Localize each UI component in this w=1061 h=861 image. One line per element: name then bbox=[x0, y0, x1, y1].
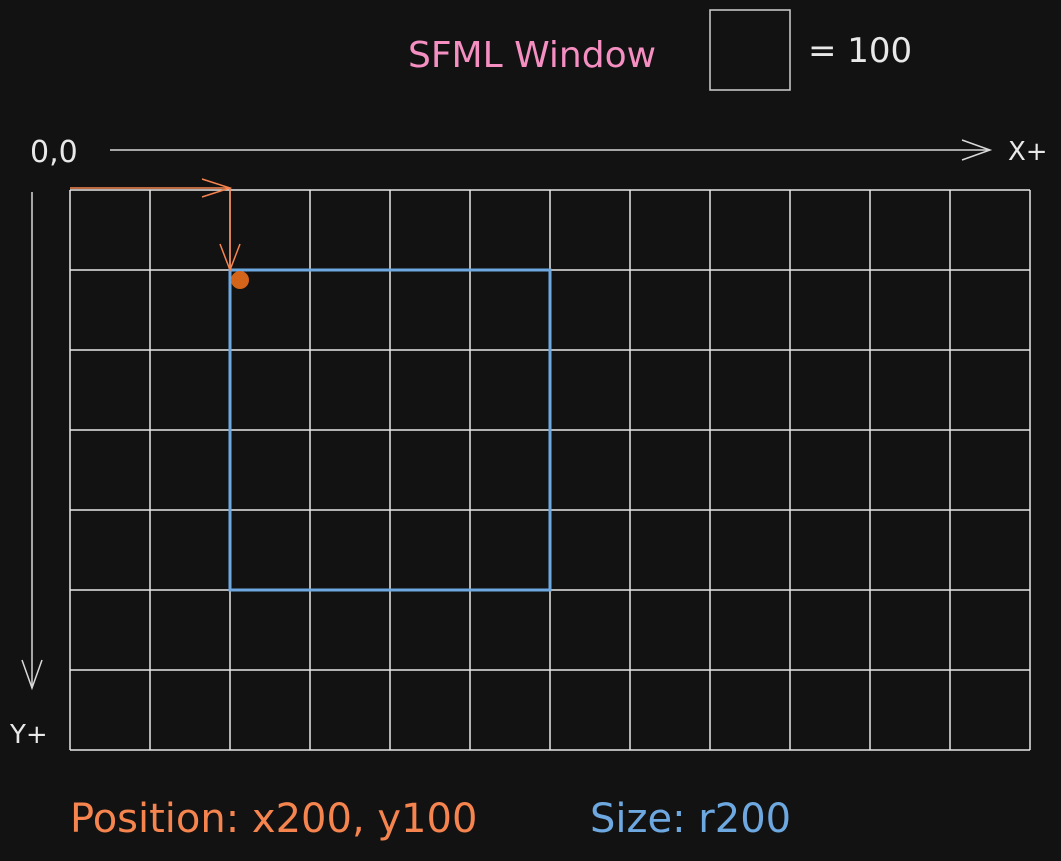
window-grid bbox=[69, 189, 1031, 751]
shape-rectangle bbox=[228, 268, 552, 592]
x-axis bbox=[110, 139, 993, 161]
position-point bbox=[231, 271, 249, 289]
y-axis-arrowhead bbox=[21, 659, 43, 691]
y-axis bbox=[21, 192, 43, 691]
position-caption: Position: x200, y100 bbox=[70, 796, 477, 842]
position-offset-arrows bbox=[70, 178, 241, 273]
x-axis-label: X+ bbox=[1008, 137, 1048, 167]
legend-unit-label: = 100 bbox=[808, 31, 912, 71]
x-axis-arrowhead bbox=[961, 139, 993, 161]
y-axis-label: Y+ bbox=[9, 720, 48, 750]
y-offset-arrowhead bbox=[219, 243, 241, 273]
legend-unit-square bbox=[709, 9, 791, 91]
origin-label: 0,0 bbox=[30, 135, 78, 170]
size-caption: Size: r200 bbox=[590, 796, 791, 842]
diagram-title: SFML Window bbox=[408, 35, 656, 76]
